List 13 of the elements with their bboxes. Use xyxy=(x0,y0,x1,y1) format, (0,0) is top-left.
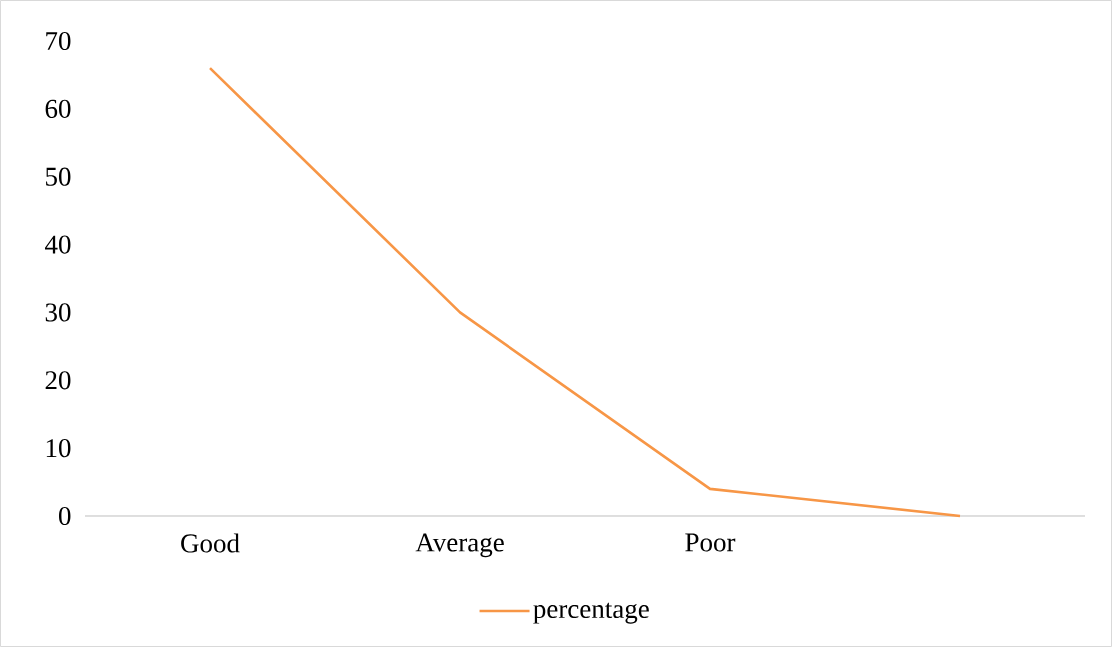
y-tick-label: 0 xyxy=(59,506,71,526)
y-tick-label: 50 xyxy=(46,167,71,186)
y-tick-label: 10 xyxy=(46,439,71,458)
y-tick-label: 30 xyxy=(45,303,71,322)
x-tick-label: Good xyxy=(181,533,240,553)
line-series xyxy=(208,66,962,518)
x-tick-label: Poor xyxy=(685,533,736,552)
y-tick-label: 40 xyxy=(45,235,71,254)
y-tick-label: 60 xyxy=(45,99,71,118)
y-tick-label: 20 xyxy=(45,371,71,390)
legend-label: percentage xyxy=(533,602,649,624)
x-tick-label: Average xyxy=(415,533,504,558)
y-tick-label: 70 xyxy=(46,31,71,51)
